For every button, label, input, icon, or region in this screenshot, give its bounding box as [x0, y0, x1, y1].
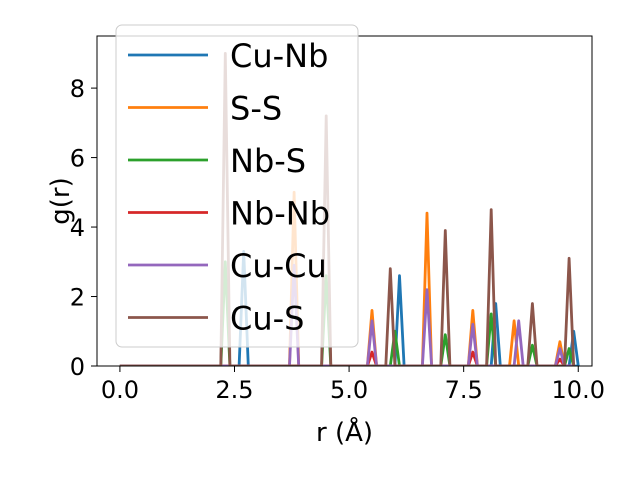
x-tick-label: 2.5	[215, 376, 253, 404]
x-tick-label: 10.0	[552, 376, 605, 404]
legend-label-cu-s: Cu-S	[230, 300, 304, 338]
legend-box	[115, 24, 359, 348]
legend-label-nb-nb: Nb-Nb	[230, 195, 330, 233]
x-axis-label: r (Å)	[316, 416, 373, 448]
series-line-cu-s	[119, 52, 576, 366]
series-line-nb-nb	[119, 350, 574, 366]
y-tick-label: 4	[70, 214, 85, 242]
legend-label-nb-s: Nb-S	[230, 142, 306, 180]
x-tick-label: 5.0	[330, 376, 368, 404]
series-line-nb-s	[119, 260, 576, 366]
y-axis-label: g(r)	[46, 177, 76, 224]
legend-label-s-s: S-S	[230, 90, 282, 128]
ticks-layer: 0.0 2.5 5.0 7.5 10.0 0 2 4 6 8	[70, 75, 605, 404]
y-tick-label: 8	[70, 75, 85, 103]
y-tick-label: 6	[70, 145, 85, 173]
y-tick-label: 2	[70, 284, 85, 312]
legend-label-cu-cu: Cu-Cu	[230, 247, 327, 285]
legend-label-cu-nb: Cu-Nb	[230, 37, 328, 75]
x-tick-label: 7.5	[445, 376, 483, 404]
legend: Cu-Nb S-S Nb-S Nb-Nb Cu-Cu Cu-S	[115, 24, 359, 348]
x-tick-label: 0.0	[101, 376, 139, 404]
y-tick-label: 0	[70, 353, 85, 381]
